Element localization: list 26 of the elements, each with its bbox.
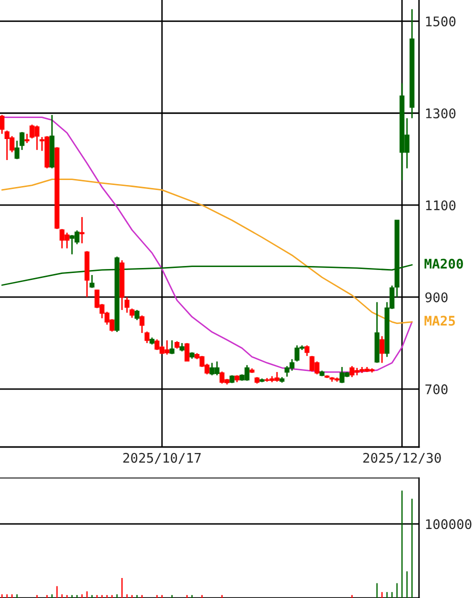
y-tick-label: 900 <box>425 292 448 302</box>
candlestick <box>144 330 150 344</box>
candlestick <box>24 133 30 144</box>
candlestick <box>380 335 384 364</box>
candlestick <box>304 344 310 357</box>
y-tick-label: 1100 <box>426 200 456 210</box>
candlestick <box>134 309 140 321</box>
y-tick-label: 1300 <box>426 108 456 118</box>
y-tick-label: 100000 <box>426 519 472 530</box>
candlestick <box>90 274 94 289</box>
candlestick <box>184 342 190 362</box>
candlestick <box>14 140 20 160</box>
x-tick-label: 2025/10/17 <box>123 452 201 464</box>
candlestick <box>140 314 144 334</box>
candlestick <box>130 308 134 318</box>
candlestick <box>80 216 84 244</box>
candlestick <box>124 296 130 314</box>
candlestick <box>0 114 4 135</box>
line-series <box>1 178 413 324</box>
candlestick <box>20 131 24 151</box>
x-tick-label: 2025/12/30 <box>363 452 441 464</box>
y-tick-label: 1500 <box>426 16 456 26</box>
y-tick-label: 700 <box>425 384 448 394</box>
candlestick <box>170 340 174 355</box>
series-label: MA25 <box>424 316 455 326</box>
series-label: MA200 <box>424 258 463 269</box>
